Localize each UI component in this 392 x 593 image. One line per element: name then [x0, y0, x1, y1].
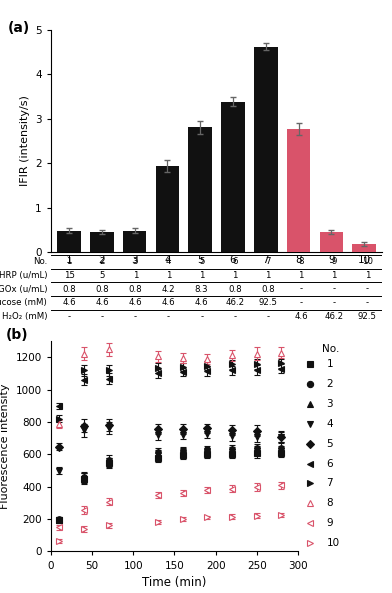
Text: 5: 5: [100, 271, 105, 280]
Bar: [221, 102, 245, 252]
Text: (a): (a): [8, 21, 30, 35]
Text: 4.2: 4.2: [162, 285, 175, 294]
Text: H₂O₂ (mM): H₂O₂ (mM): [2, 312, 47, 321]
Text: No.: No.: [322, 344, 339, 354]
Text: 4: 4: [166, 257, 171, 266]
Text: 1: 1: [365, 271, 370, 280]
Text: -: -: [332, 298, 336, 307]
Text: 8: 8: [298, 257, 304, 266]
Text: -: -: [101, 312, 104, 321]
Text: 92.5: 92.5: [258, 298, 278, 307]
Text: 4.6: 4.6: [62, 298, 76, 307]
Bar: [90, 232, 114, 252]
Text: 0.8: 0.8: [129, 285, 142, 294]
Text: -: -: [266, 312, 269, 321]
X-axis label: Time (min): Time (min): [142, 576, 207, 589]
Text: 5: 5: [326, 439, 333, 449]
Text: 4.6: 4.6: [294, 312, 308, 321]
Bar: [319, 232, 343, 252]
Text: 92.5: 92.5: [358, 312, 377, 321]
Text: 6: 6: [326, 458, 333, 468]
Text: 4.6: 4.6: [129, 298, 142, 307]
Text: -: -: [299, 298, 303, 307]
Text: 46.2: 46.2: [325, 312, 344, 321]
Text: 3: 3: [326, 399, 333, 409]
Text: 7: 7: [326, 479, 333, 489]
Text: 1: 1: [326, 359, 333, 369]
Text: -: -: [167, 312, 170, 321]
Text: GOx (u/mL): GOx (u/mL): [0, 285, 47, 294]
Text: 1: 1: [265, 271, 270, 280]
Text: 0.8: 0.8: [261, 285, 275, 294]
Text: 9: 9: [332, 257, 337, 266]
Text: -: -: [366, 298, 369, 307]
Text: 1: 1: [331, 271, 337, 280]
Text: 1: 1: [232, 271, 238, 280]
Bar: [189, 127, 212, 252]
Text: -: -: [366, 285, 369, 294]
Text: -: -: [67, 312, 71, 321]
Text: -: -: [200, 312, 203, 321]
Y-axis label: Fluorescence intensity: Fluorescence intensity: [0, 384, 10, 509]
Text: 1: 1: [199, 271, 204, 280]
Bar: [254, 46, 278, 252]
Text: 1: 1: [298, 271, 304, 280]
Text: 0.8: 0.8: [96, 285, 109, 294]
Text: 3: 3: [132, 257, 138, 266]
Text: -: -: [299, 285, 303, 294]
Text: Glucose (mM): Glucose (mM): [0, 298, 47, 307]
Text: 4.6: 4.6: [162, 298, 175, 307]
Text: 4.6: 4.6: [96, 298, 109, 307]
Text: 9: 9: [326, 518, 333, 528]
Bar: [287, 129, 310, 252]
Text: -: -: [233, 312, 236, 321]
Text: 2: 2: [100, 257, 105, 266]
Bar: [352, 244, 376, 252]
Text: -: -: [134, 312, 137, 321]
Text: 7: 7: [265, 257, 270, 266]
Text: (b): (b): [5, 329, 28, 342]
Text: 8.3: 8.3: [195, 285, 209, 294]
Y-axis label: IFIR (intensity/s): IFIR (intensity/s): [20, 95, 30, 186]
Text: HRP (u/mL): HRP (u/mL): [0, 271, 47, 280]
Text: 1: 1: [132, 271, 138, 280]
Bar: [123, 231, 146, 252]
Text: 6: 6: [232, 257, 238, 266]
Text: 0.8: 0.8: [228, 285, 241, 294]
Text: 8: 8: [326, 498, 333, 508]
Text: 15: 15: [64, 271, 75, 280]
Text: 1: 1: [166, 271, 171, 280]
Text: 2: 2: [326, 379, 333, 389]
Text: 10: 10: [326, 538, 339, 548]
Text: -: -: [332, 285, 336, 294]
Text: 0.8: 0.8: [62, 285, 76, 294]
Text: 10: 10: [362, 257, 373, 266]
Text: 5: 5: [199, 257, 204, 266]
Text: 4.6: 4.6: [195, 298, 209, 307]
Text: 46.2: 46.2: [225, 298, 244, 307]
Text: 1: 1: [66, 257, 72, 266]
Bar: [57, 231, 81, 252]
Text: No.: No.: [33, 257, 47, 266]
Text: 4: 4: [326, 419, 333, 429]
Bar: [156, 166, 179, 252]
